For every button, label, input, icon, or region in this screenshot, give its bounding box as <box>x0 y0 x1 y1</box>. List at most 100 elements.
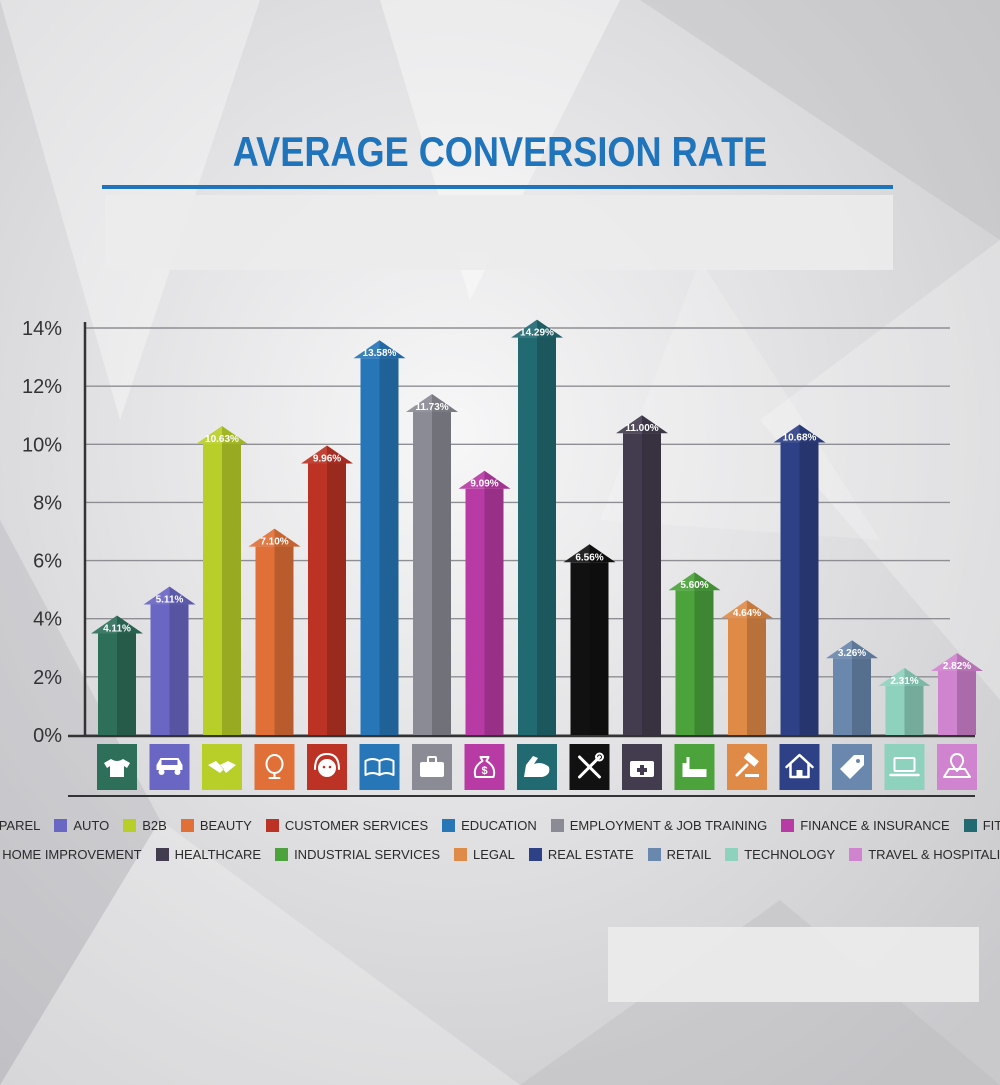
mirror-icon <box>254 744 295 790</box>
obscured-footer-box <box>608 927 979 1002</box>
legend-label: HEALTHCARE <box>174 847 262 862</box>
data-label: 7.10% <box>260 537 288 548</box>
legend-label: TRAVEL & HOSPITALITY <box>868 847 1000 862</box>
data-label: 11.73% <box>415 402 448 413</box>
legend-label: RETAIL <box>666 847 712 862</box>
first-aid-kit-icon <box>622 744 662 790</box>
legend-label: EMPLOYMENT & JOB TRAINING <box>569 818 768 833</box>
bar <box>668 572 721 735</box>
bar <box>511 319 563 735</box>
legend-swatch <box>781 819 795 832</box>
bar <box>458 470 511 735</box>
bar <box>301 445 353 735</box>
legend-item: HOME IMPROVEMENT <box>0 847 142 862</box>
data-label: 2.82% <box>943 661 971 672</box>
legend-label: AUTO <box>73 818 110 833</box>
price-tag-icon <box>832 744 872 790</box>
legend-item: LEGAL <box>454 847 515 862</box>
legend-item: BEAUTY <box>180 818 252 833</box>
bar <box>931 653 983 735</box>
legend-item: APPAREL <box>0 818 40 833</box>
bar <box>143 586 196 735</box>
legend-swatch <box>275 848 289 861</box>
legend-swatch <box>123 819 137 832</box>
data-label: 13.58% <box>363 348 397 359</box>
data-label: 11.00% <box>625 423 658 434</box>
book-icon <box>359 744 400 790</box>
data-label: 5.11% <box>156 594 184 605</box>
legend-swatch <box>647 848 661 861</box>
chart-title: AVERAGE CONVERSION RATE <box>232 128 768 175</box>
bar <box>563 544 616 735</box>
flexed-arm-icon <box>517 744 557 790</box>
y-tick-label: 4% <box>33 609 62 631</box>
legend-swatch <box>963 819 977 832</box>
data-label: 5.60% <box>680 580 708 591</box>
obscured-subtitle-box <box>105 195 893 270</box>
data-label: 9.09% <box>470 479 498 490</box>
data-label: 4.64% <box>733 608 761 619</box>
map-pin-icon <box>937 744 977 790</box>
y-tick-label: 14% <box>22 318 62 340</box>
laptop-icon <box>884 744 925 790</box>
bar <box>616 415 668 735</box>
legend-item: HEALTHCARE <box>155 847 262 862</box>
y-tick-label: 6% <box>33 551 62 573</box>
legend-item: EDUCATION <box>442 818 537 833</box>
bar <box>826 640 878 735</box>
data-label: 6.56% <box>575 552 603 563</box>
legend-swatch <box>265 819 279 832</box>
legend-swatch <box>528 848 542 861</box>
data-label: 4.11% <box>103 624 131 635</box>
bar <box>721 600 773 735</box>
svg-text:$: $ <box>481 765 487 777</box>
tshirt-icon <box>97 744 137 790</box>
legend-swatch <box>155 848 169 861</box>
factory-icon <box>674 744 715 790</box>
y-tick-label: 0% <box>33 725 62 747</box>
legend-label: EDUCATION <box>461 818 537 833</box>
y-tick-label: 12% <box>22 376 62 398</box>
legend-label: HOME IMPROVEMENT <box>2 847 142 862</box>
y-tick-label: 2% <box>33 667 62 689</box>
legend-label: REAL ESTATE <box>547 847 634 862</box>
bar <box>91 615 143 735</box>
data-label: 9.96% <box>313 453 341 464</box>
legend-label: APPAREL <box>0 818 41 833</box>
legend-item: FINANCE & INSURANCE <box>781 818 950 833</box>
legend-label: B2B <box>142 818 167 833</box>
bar <box>353 340 406 735</box>
legend-item: TRAVEL & HOSPITALITY <box>849 847 1000 862</box>
title-underline <box>102 185 893 189</box>
data-label: 3.26% <box>838 648 866 659</box>
legend-item: RETAIL <box>647 847 712 862</box>
y-tick-label: 10% <box>22 434 62 456</box>
bar <box>773 424 826 735</box>
bar <box>878 667 931 735</box>
legend-label: FINANCE & INSURANCE <box>800 818 950 833</box>
legend-swatch <box>725 848 739 861</box>
legend-swatch <box>442 819 456 832</box>
legend-item: TECHNOLOGY <box>725 847 835 862</box>
legend-swatch <box>550 819 564 832</box>
legend-swatch <box>454 848 467 861</box>
briefcase-icon <box>412 744 452 790</box>
legend-label: BEAUTY <box>199 818 252 833</box>
legend-label: INDUSTRIAL SERVICES <box>294 847 440 862</box>
car-icon <box>149 744 190 790</box>
money-bag-icon: $ <box>464 744 505 790</box>
data-label: 14.29% <box>520 328 554 339</box>
legend-label: TECHNOLOGY <box>744 847 836 862</box>
bar <box>406 393 458 735</box>
legend-label: LEGAL <box>473 847 515 862</box>
legend-label: CUSTOMER SERVICES <box>284 818 429 833</box>
legend-swatch <box>849 848 863 861</box>
legend-item: EMPLOYMENT & JOB TRAINING <box>550 818 768 833</box>
legend-row: HOME IMPROVEMENT HEALTHCARE INDUSTRIAL SER… <box>0 847 1000 862</box>
legend-item: FITNESS <box>963 818 1000 833</box>
gavel-icon <box>727 744 767 790</box>
legend-item: AUTO <box>54 818 109 833</box>
bar-chart: 0% 2% 4% 6% 8% 10% 12% 14% 4.11% 5.11% 10.63% 7.10%… <box>22 318 983 797</box>
handshake-icon <box>202 744 242 790</box>
